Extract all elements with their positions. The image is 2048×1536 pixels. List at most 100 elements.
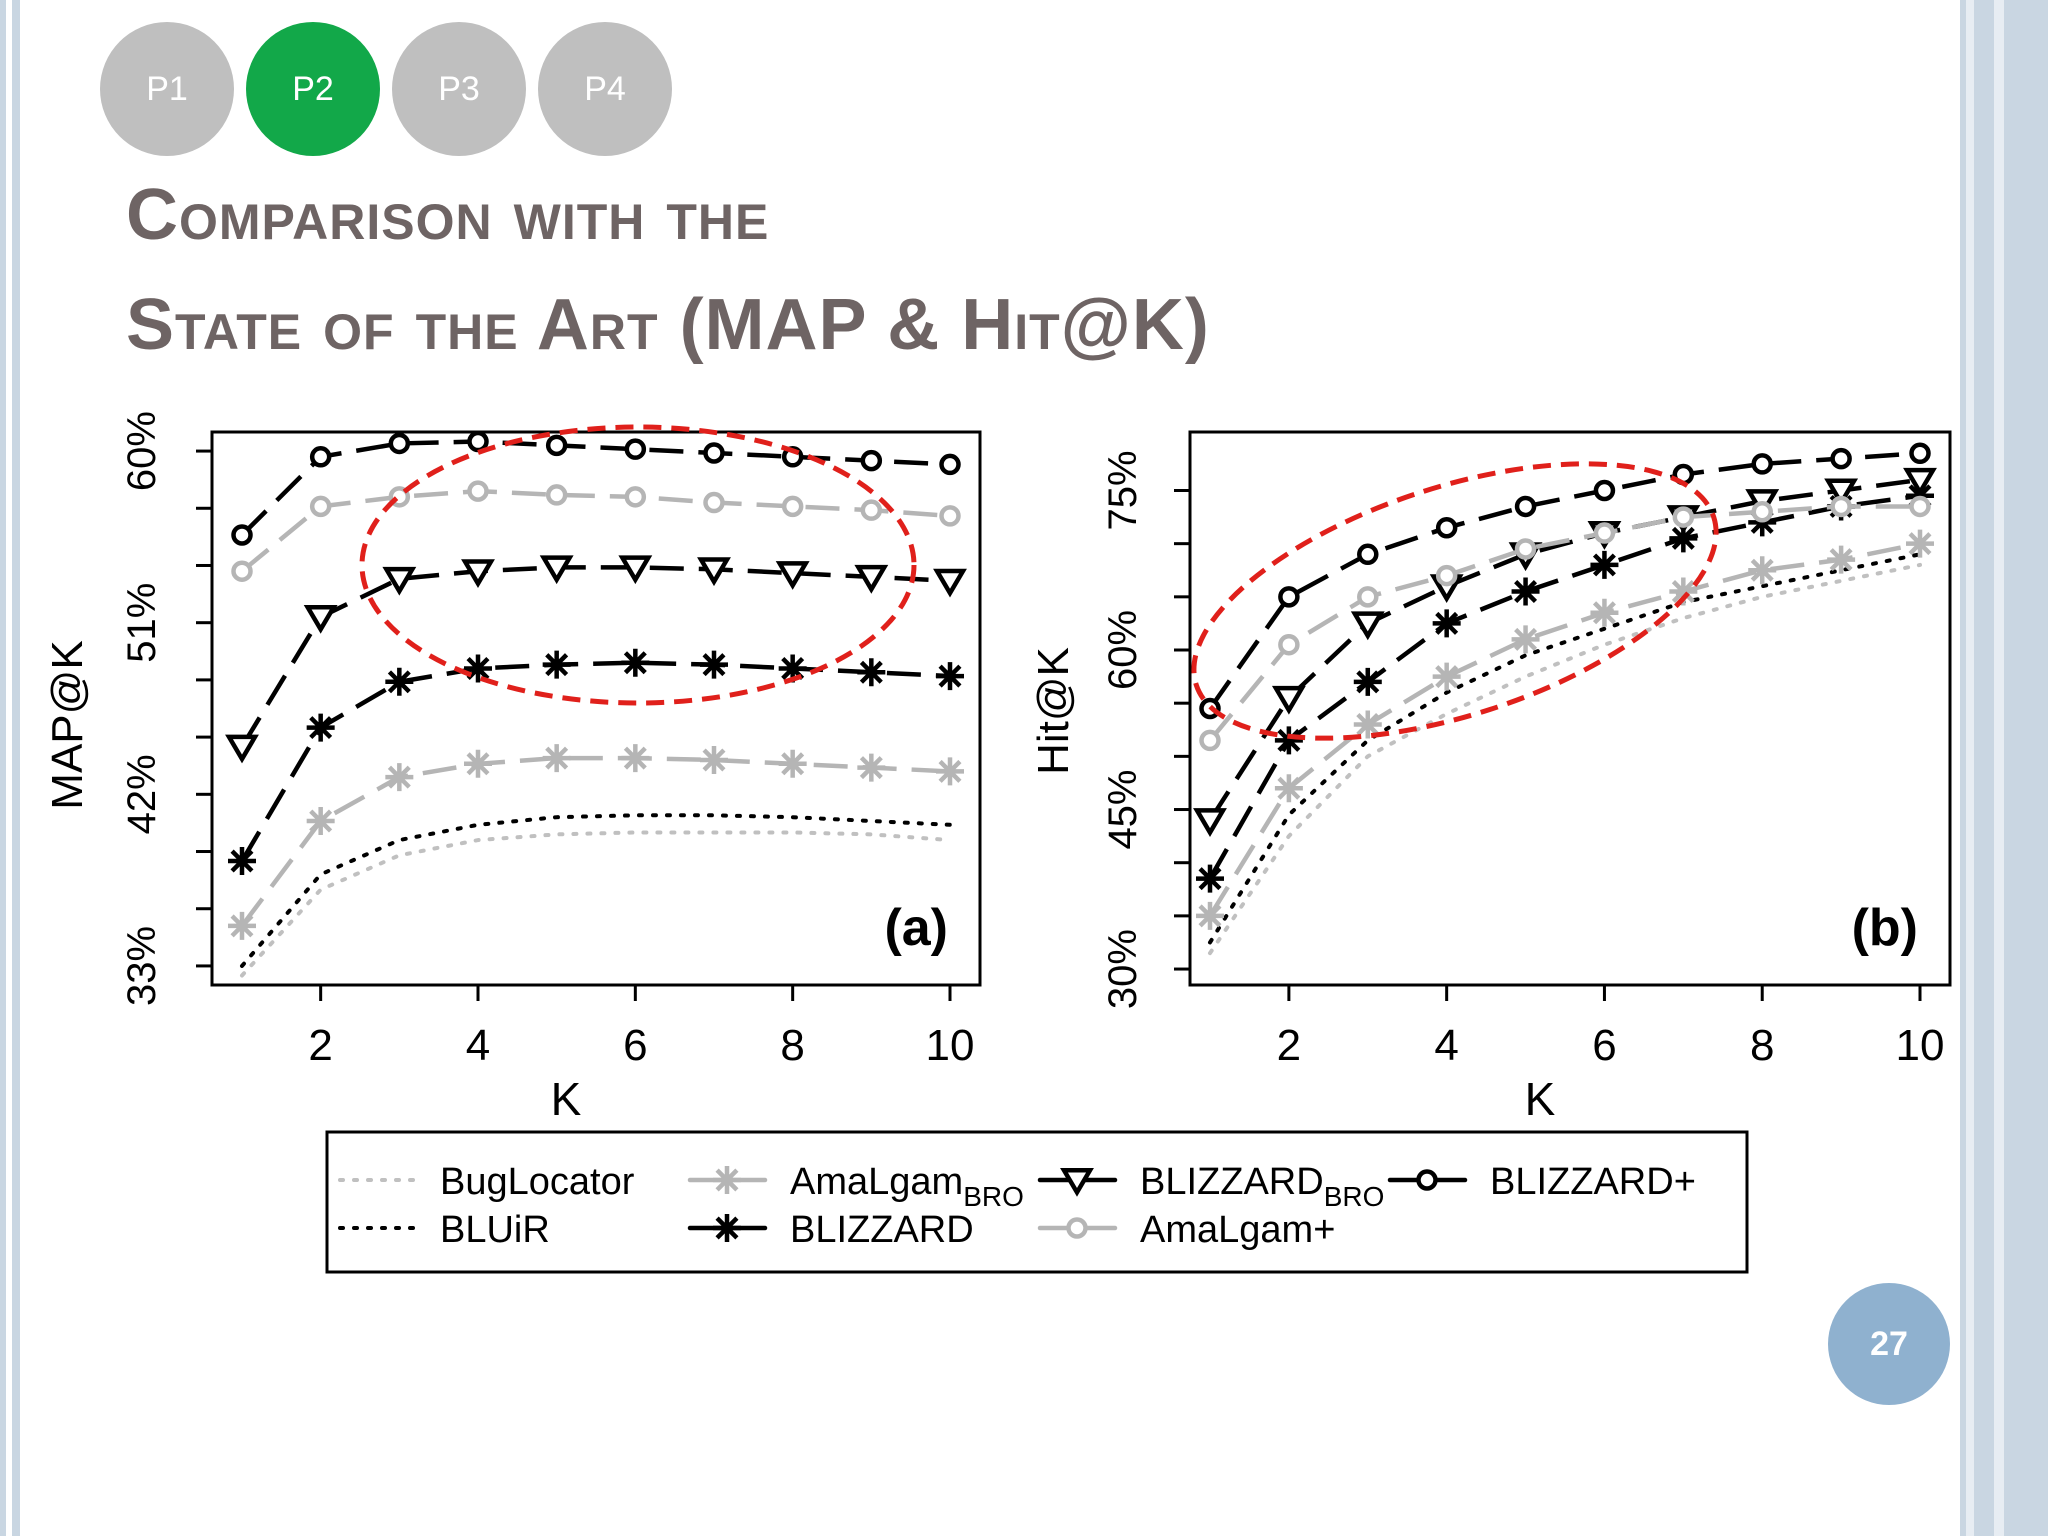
data-point bbox=[1196, 901, 1224, 930]
y-tick-label: 60% bbox=[1101, 610, 1145, 690]
series-amalgam- bbox=[1199, 495, 1931, 752]
data-point bbox=[1909, 442, 1931, 465]
data-point bbox=[1357, 543, 1379, 566]
data-point bbox=[1672, 506, 1695, 528]
nav-item-p3[interactable]: P3 bbox=[392, 22, 526, 156]
data-point bbox=[1432, 609, 1461, 638]
data-point bbox=[1514, 495, 1537, 518]
nav-item-p1[interactable]: P1 bbox=[100, 22, 234, 156]
data-point bbox=[1271, 685, 1306, 715]
data-point bbox=[1435, 564, 1458, 587]
slide-title-line2: State of the Art (MAP & Hit@K) bbox=[126, 285, 1210, 365]
legend-marker bbox=[1416, 1169, 1438, 1191]
data-point bbox=[1751, 501, 1773, 523]
data-point bbox=[1357, 586, 1379, 608]
series-line bbox=[240, 755, 951, 928]
x-tick-label: 10 bbox=[1896, 1021, 1945, 1070]
data-point bbox=[1511, 625, 1540, 654]
data-point bbox=[1278, 586, 1300, 608]
plot-frame bbox=[1188, 430, 1952, 987]
data-point bbox=[618, 555, 653, 585]
x-tick-label: 2 bbox=[308, 1021, 332, 1070]
x-tick-label: 6 bbox=[1592, 1021, 1616, 1070]
data-point bbox=[467, 480, 489, 502]
data-point bbox=[781, 495, 804, 518]
x-tick-label: 2 bbox=[1277, 1021, 1301, 1070]
series-line bbox=[1208, 493, 1921, 880]
data-point bbox=[621, 648, 650, 677]
legend-label: BLIZZARD+ bbox=[1490, 1161, 1696, 1203]
data-point bbox=[1511, 577, 1540, 606]
data-point bbox=[542, 650, 571, 679]
data-point bbox=[1909, 495, 1931, 518]
y-tick-label: 51% bbox=[120, 583, 164, 663]
slide-number: 27 bbox=[1828, 1283, 1950, 1405]
data-point bbox=[309, 446, 332, 468]
data-point bbox=[464, 749, 492, 778]
legend-label: BLUiR bbox=[440, 1209, 550, 1251]
data-point bbox=[1274, 726, 1303, 755]
data-point bbox=[700, 745, 728, 774]
legend-label: BugLocator bbox=[440, 1161, 635, 1203]
data-point bbox=[382, 566, 417, 596]
data-point bbox=[1590, 550, 1619, 579]
x-tick-label: 10 bbox=[926, 1021, 975, 1070]
series-bluir bbox=[240, 813, 952, 968]
data-point bbox=[231, 560, 253, 582]
data-point bbox=[700, 650, 728, 679]
legend-label: BLIZZARD bbox=[790, 1209, 974, 1251]
data-point bbox=[1830, 495, 1852, 518]
data-point bbox=[1274, 774, 1303, 803]
chart-panel-b: 30% 45% 60% 75% 2 4 6 8 10 K Hit@K (b) bbox=[1029, 430, 1952, 1125]
data-point bbox=[545, 434, 568, 457]
series-amalgam- bbox=[231, 480, 961, 582]
panel-label: (b) bbox=[1852, 899, 1918, 957]
series-blizzard- bbox=[231, 430, 961, 546]
series-blizzard-bro bbox=[225, 555, 967, 764]
data-point bbox=[624, 438, 647, 460]
data-point bbox=[857, 658, 886, 687]
series-line bbox=[240, 830, 952, 978]
data-point bbox=[385, 763, 414, 792]
legend-box bbox=[325, 1130, 1749, 1274]
y-tick-label: 75% bbox=[1101, 450, 1145, 530]
data-point bbox=[703, 442, 725, 464]
legend-item: BLIZZARD bbox=[687, 1209, 974, 1251]
nav-item-p2[interactable]: P2 bbox=[246, 22, 380, 156]
y-tick-label: 45% bbox=[1101, 769, 1145, 849]
series-line bbox=[1208, 552, 1922, 945]
data-point bbox=[306, 807, 335, 836]
data-point bbox=[854, 564, 889, 594]
data-point bbox=[1432, 662, 1461, 691]
data-point bbox=[936, 662, 964, 691]
data-point bbox=[860, 499, 883, 521]
data-point bbox=[306, 713, 335, 742]
series-line bbox=[1208, 562, 1922, 956]
series-line bbox=[1208, 541, 1921, 918]
data-point bbox=[1514, 538, 1537, 560]
section-nav: P1 P2 P3 P4 bbox=[100, 22, 672, 156]
series-line bbox=[240, 439, 951, 537]
data-point bbox=[388, 432, 411, 455]
data-point bbox=[1751, 453, 1773, 475]
data-point bbox=[857, 753, 886, 782]
legend-label-subscript: BRO bbox=[1324, 1181, 1385, 1212]
series-bluir bbox=[1208, 552, 1922, 945]
data-point bbox=[1435, 516, 1458, 539]
data-point bbox=[1827, 545, 1856, 574]
series-line bbox=[1208, 477, 1921, 822]
nav-item-p4[interactable]: P4 bbox=[538, 22, 672, 156]
x-tick-label: 6 bbox=[623, 1021, 647, 1070]
y-tick-label: 42% bbox=[120, 754, 164, 834]
x-tick-label: 8 bbox=[1750, 1021, 1774, 1070]
y-axis-label: MAP@K bbox=[43, 640, 92, 809]
data-point bbox=[933, 568, 967, 598]
data-point bbox=[936, 757, 964, 786]
data-point bbox=[624, 486, 647, 508]
legend-item: AmaLgam+ bbox=[1037, 1209, 1335, 1251]
x-tick-label: 8 bbox=[780, 1021, 804, 1070]
data-point bbox=[939, 453, 961, 476]
data-point bbox=[1278, 633, 1300, 656]
data-point bbox=[775, 561, 810, 590]
series-line bbox=[1208, 504, 1920, 742]
